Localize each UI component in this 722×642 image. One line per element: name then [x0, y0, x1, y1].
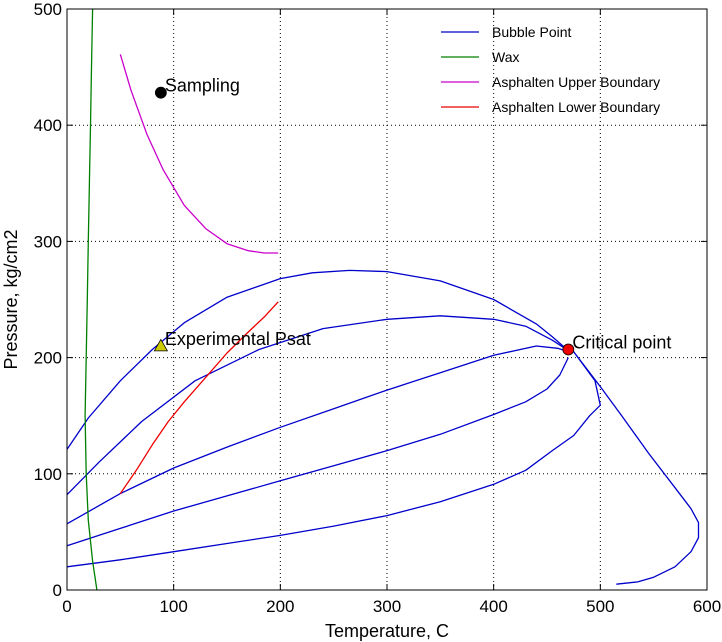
series-line: [119, 54, 279, 254]
x-tick-label: 500: [586, 597, 614, 616]
legend-label: Bubble Point: [492, 24, 572, 40]
legend-label: Wax: [492, 49, 519, 65]
y-tick-label: 500: [34, 0, 62, 19]
series-line: [66, 315, 569, 496]
legend-label: Asphalten Upper Boundary: [492, 74, 660, 90]
annotation-label: Sampling: [165, 76, 240, 96]
x-tick-label: 600: [693, 597, 721, 616]
series-line: [84, 8, 98, 591]
annotation-marker: [153, 338, 169, 352]
annotation-label: Experimental Psat: [165, 329, 311, 349]
y-tick-label: 300: [34, 232, 62, 251]
legend-label: Asphalten Lower Boundary: [492, 99, 660, 115]
series-line: [66, 345, 569, 525]
annotation-marker: [154, 86, 167, 99]
x-tick-label: 0: [62, 597, 71, 616]
series-line: [66, 269, 569, 450]
y-tick-label: 400: [34, 116, 62, 135]
x-tick-label: 300: [373, 597, 401, 616]
grid-lines: [67, 9, 707, 590]
x-tick-label: 100: [159, 597, 187, 616]
series-group: [66, 8, 700, 591]
y-tick-label: 100: [34, 465, 62, 484]
series-line: [66, 357, 569, 547]
annotation-marker: [562, 343, 575, 356]
annotations-group: Sampling Experimental Psat Critical point: [153, 76, 671, 356]
axis-ticks: 0 100 200 300 400 500 600 0 100 200 300 400 500: [34, 0, 722, 616]
series-line: [66, 351, 700, 585]
annotation-label: Critical point: [572, 332, 671, 352]
legend: Bubble Point Wax Asphalten Upper Boundary A…: [441, 24, 660, 115]
series-line: [119, 301, 279, 494]
y-tick-label: 0: [53, 581, 62, 600]
x-axis-title: Temperature, C: [325, 621, 449, 641]
y-tick-label: 200: [34, 349, 62, 368]
x-tick-label: 200: [266, 597, 294, 616]
y-axis-title: Pressure, kg/cm2: [1, 229, 21, 369]
x-tick-label: 400: [479, 597, 507, 616]
